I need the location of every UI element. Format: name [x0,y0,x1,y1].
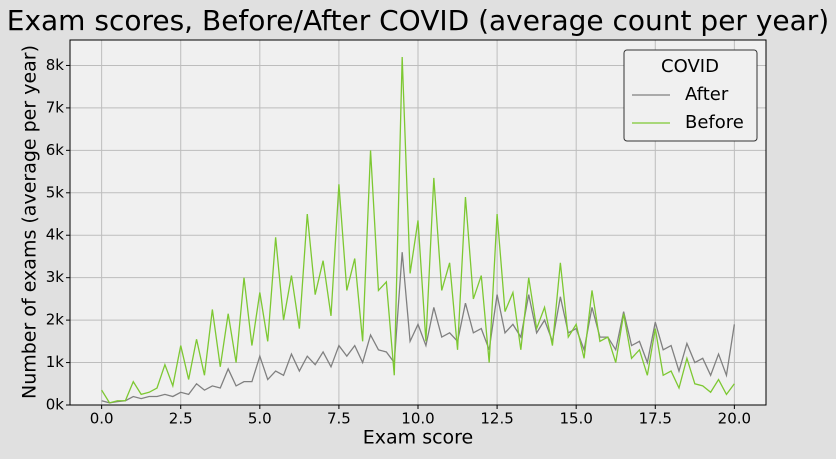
legend: COVID After Before [623,49,758,142]
y-tick-label: 0k [46,396,65,414]
legend-box [623,49,758,142]
legend-label: Before [685,112,744,133]
legend-label: After [685,84,729,105]
y-tick-label: 7k [46,98,65,116]
x-tick-label: 20.0 [718,410,751,428]
y-tick-label: 5k [46,183,65,201]
chart-title: Exam scores, Before/After COVID (average… [7,4,829,37]
series-line [101,252,736,404]
x-tick-label: 10.0 [401,410,434,428]
x-tick-label: 15.0 [559,410,592,428]
x-axis-label: Exam score [363,427,474,449]
y-tick-label: 4k [46,226,65,244]
x-tick-label: 17.5 [639,410,672,428]
x-tick-label: 7.5 [327,410,351,428]
y-tick-label: 3k [46,268,65,286]
legend-title: COVID [661,56,719,77]
x-tick-label: 5.0 [248,410,272,428]
y-tick-label: 1k [46,353,65,371]
x-tick-label: 2.5 [169,410,193,428]
y-tick-label: 6k [46,141,65,159]
y-tick-label: 8k [46,56,65,74]
lines [101,56,736,404]
y-axis-label: Number of exams (average per year) [19,45,41,399]
y-tick-label: 2k [46,311,65,329]
x-tick-label: 0.0 [90,410,114,428]
series-line [101,56,735,404]
x-tick-label: 12.5 [480,410,513,428]
